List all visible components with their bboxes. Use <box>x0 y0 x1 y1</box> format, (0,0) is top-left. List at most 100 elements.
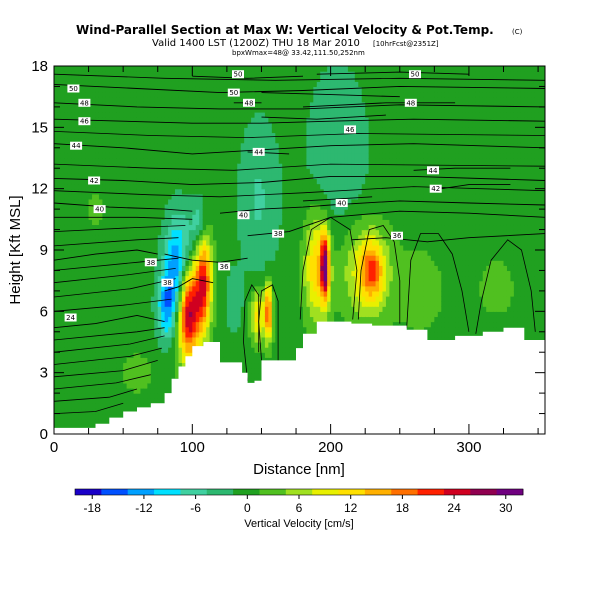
velocity-cell <box>223 352 228 358</box>
velocity-cell <box>54 122 59 128</box>
velocity-cell <box>209 331 214 338</box>
velocity-cell <box>289 193 294 200</box>
velocity-cell <box>230 265 235 272</box>
velocity-cell <box>168 311 173 318</box>
velocity-cell <box>161 91 166 98</box>
velocity-cell <box>78 234 83 241</box>
velocity-cell <box>164 71 169 77</box>
velocity-cell <box>57 106 62 113</box>
velocity-cell <box>244 244 249 251</box>
velocity-cell <box>251 204 256 210</box>
velocity-cell <box>268 66 273 72</box>
velocity-cell <box>251 372 256 379</box>
velocity-cell <box>119 81 124 88</box>
velocity-cell <box>206 183 211 190</box>
velocity-cell <box>171 152 176 159</box>
velocity-cell <box>67 112 72 118</box>
velocity-cell <box>88 71 93 77</box>
velocity-cell <box>230 336 235 343</box>
velocity-cell <box>119 388 124 394</box>
velocity-cell <box>275 96 280 103</box>
velocity-cell <box>254 377 259 384</box>
velocity-cell <box>157 127 162 134</box>
velocity-cell <box>254 244 259 251</box>
velocity-cell <box>88 188 93 195</box>
velocity-cell <box>275 285 280 292</box>
velocity-cell <box>130 239 135 246</box>
velocity-cell <box>64 127 69 134</box>
velocity-cell <box>188 260 193 266</box>
velocity-cell <box>136 362 142 369</box>
velocity-cell <box>275 204 280 210</box>
velocity-cell <box>282 173 287 180</box>
velocity-cell <box>168 290 173 297</box>
velocity-cell <box>292 342 297 348</box>
velocity-cell <box>261 290 266 297</box>
velocity-cell <box>185 106 190 113</box>
velocity-cell <box>206 209 211 215</box>
velocity-cell <box>157 142 162 149</box>
velocity-cell <box>147 71 152 77</box>
velocity-cell <box>157 198 162 205</box>
velocity-cell <box>85 71 90 77</box>
velocity-cell <box>54 270 59 277</box>
velocity-cell <box>123 347 128 353</box>
velocity-cell <box>275 347 280 353</box>
velocity-cell <box>202 178 207 185</box>
velocity-cell <box>181 362 186 369</box>
velocity-cell <box>126 255 131 261</box>
velocity-cell <box>185 112 190 118</box>
velocity-cell <box>185 255 190 261</box>
velocity-cell <box>133 280 138 287</box>
velocity-cell <box>178 301 183 307</box>
velocity-cell <box>105 183 110 190</box>
velocity-cell <box>54 260 59 266</box>
velocity-cell <box>247 204 252 210</box>
velocity-cell <box>119 152 124 159</box>
velocity-cell <box>202 122 207 128</box>
velocity-cell <box>188 158 193 164</box>
velocity-cell <box>168 158 173 164</box>
velocity-cell <box>188 86 193 93</box>
velocity-cell <box>185 152 190 159</box>
velocity-cell <box>78 423 83 430</box>
velocity-cell <box>168 388 173 394</box>
velocity-cell <box>161 188 166 195</box>
velocity-cell <box>226 224 231 231</box>
velocity-cell <box>143 193 148 200</box>
velocity-cell <box>181 214 186 220</box>
velocity-cell <box>199 290 204 297</box>
velocity-cell <box>216 290 221 297</box>
velocity-cell <box>264 147 269 154</box>
velocity-cell <box>143 204 148 210</box>
velocity-cell <box>98 275 104 282</box>
velocity-cell <box>199 198 204 205</box>
velocity-cell <box>213 219 218 226</box>
velocity-cell <box>195 255 200 261</box>
velocity-cell <box>154 377 159 384</box>
velocity-cell <box>213 152 218 159</box>
velocity-cell <box>85 244 90 251</box>
velocity-cell <box>67 106 72 113</box>
velocity-cell <box>123 183 128 190</box>
velocity-cell <box>237 188 242 195</box>
velocity-cell <box>268 296 273 302</box>
velocity-cell <box>254 260 259 266</box>
velocity-cell <box>178 117 183 123</box>
velocity-cell <box>92 76 97 82</box>
velocity-cell <box>275 280 280 287</box>
velocity-cell <box>143 398 148 404</box>
velocity-cell <box>140 280 145 287</box>
velocity-cell <box>119 336 124 343</box>
velocity-cell <box>192 163 197 169</box>
velocity-cell <box>199 168 204 174</box>
velocity-cell <box>60 367 65 374</box>
velocity-cell <box>216 112 221 118</box>
velocity-cell <box>219 229 225 236</box>
velocity-cell <box>178 321 183 328</box>
velocity-cell <box>178 91 183 98</box>
velocity-cell <box>285 188 290 195</box>
velocity-cell <box>88 204 93 210</box>
velocity-cell <box>268 219 273 226</box>
velocity-cell <box>192 280 197 287</box>
